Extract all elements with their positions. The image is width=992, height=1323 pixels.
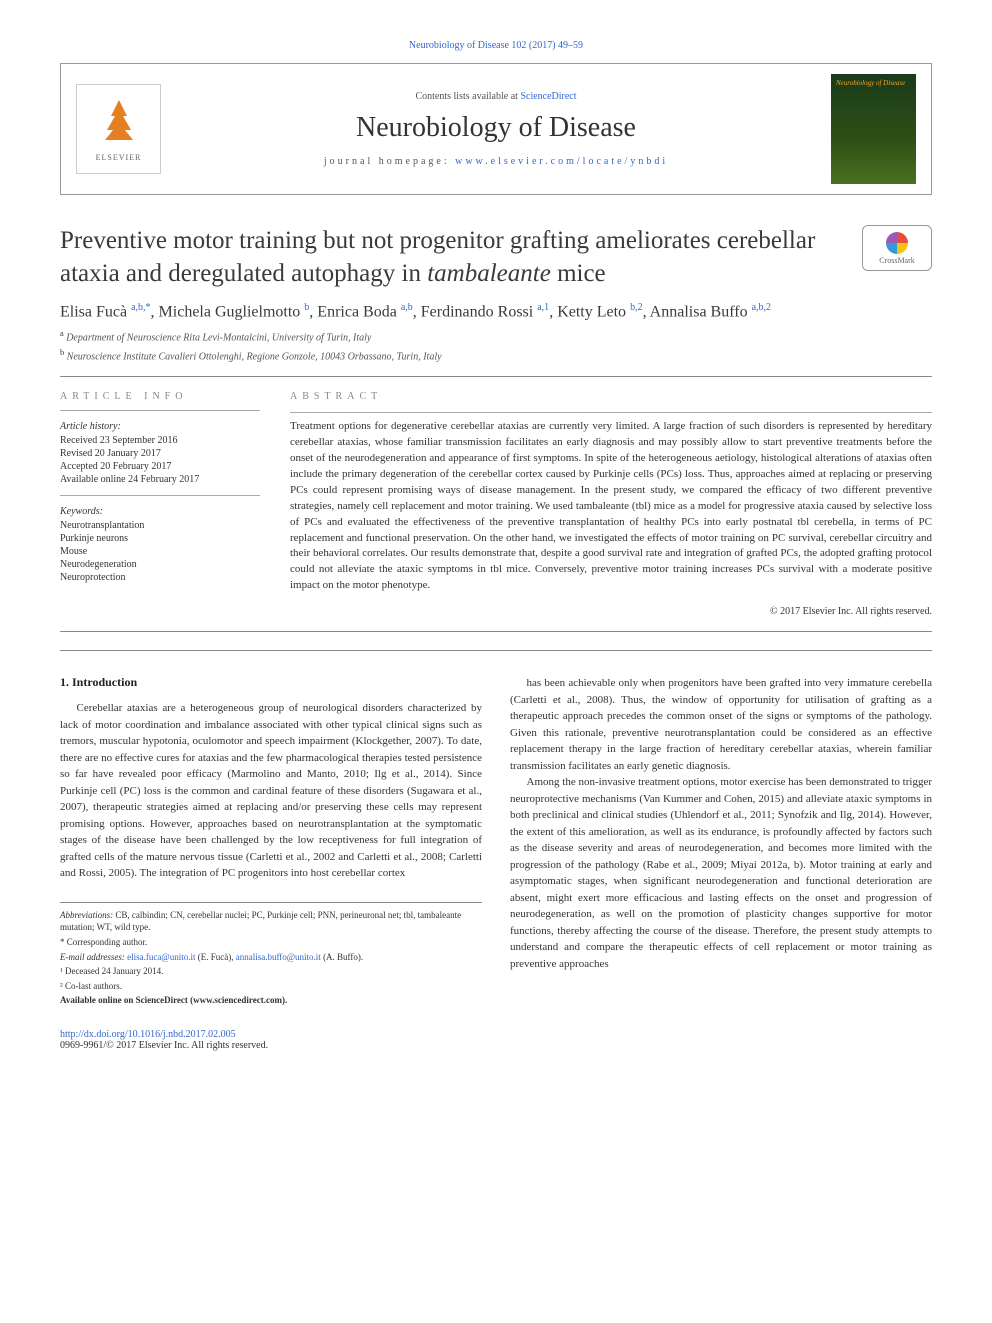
sciencedirect-link[interactable]: ScienceDirect [520, 91, 576, 102]
journal-homepage: journal homepage: www.elsevier.com/locat… [161, 156, 831, 167]
abstract-heading: abstract [290, 391, 932, 402]
info-rule-1 [60, 410, 260, 411]
introduction-heading: 1. Introduction [60, 675, 482, 690]
homepage-prefix: journal homepage: [324, 156, 455, 167]
body-paragraph: Cerebellar ataxias are a heterogeneous g… [60, 700, 482, 882]
rule-above-body [60, 650, 932, 651]
affiliation-sup: b [60, 348, 64, 357]
rule-below-abstract [60, 631, 932, 632]
sciencedirect-bold: Available online on ScienceDirect (www.s… [60, 995, 287, 1005]
history-line: Received 23 September 2016 [60, 435, 260, 446]
keyword: Mouse [60, 546, 260, 557]
body-columns: 1. Introduction Cerebellar ataxias are a… [60, 675, 932, 1009]
abstract-text: Treatment options for degenerative cereb… [290, 419, 932, 594]
authors-line: Elisa Fucà a,b,*, Michela Guglielmotto b… [60, 302, 932, 321]
info-rule-2 [60, 495, 260, 496]
affiliation: a Department of Neuroscience Rita Levi-M… [60, 329, 932, 343]
keyword: Neurodegeneration [60, 559, 260, 570]
journal-header: ELSEVIER Contents lists available at Sci… [60, 63, 932, 195]
body-paragraph: Among the non-invasive treatment options… [510, 774, 932, 972]
crossmark-badge[interactable]: CrossMark [862, 225, 932, 271]
doi-link[interactable]: http://dx.doi.org/10.1016/j.nbd.2017.02.… [60, 1029, 932, 1040]
contents-prefix: Contents lists available at [415, 91, 520, 102]
author-name: , Ferdinando Rossi [413, 303, 537, 320]
deceased-footnote: ¹ Deceased 24 January 2014. [60, 965, 482, 978]
author-name: Elisa Fucà [60, 303, 131, 320]
contents-line: Contents lists available at ScienceDirec… [161, 91, 831, 102]
rule-above-info [60, 376, 932, 377]
history-heading: Article history: [60, 421, 260, 432]
journal-name: Neurobiology of Disease [161, 112, 831, 144]
affiliation-sup: a [60, 329, 64, 338]
keyword: Neurotransplantation [60, 520, 260, 531]
title-row: Preventive motor training but not progen… [60, 225, 932, 290]
footer-block: http://dx.doi.org/10.1016/j.nbd.2017.02.… [60, 1029, 932, 1051]
footnotes-block: Abbreviations: CB, calbindin; CN, cerebe… [60, 902, 482, 1007]
author-sup: a,b [401, 302, 413, 313]
elsevier-label: ELSEVIER [96, 153, 142, 162]
email-footnote: E-mail addresses: elisa.fuca@unito.it (E… [60, 951, 482, 964]
title-em: tambaleante [427, 260, 551, 287]
author-sup: a,b,2 [752, 302, 771, 313]
article-title: Preventive motor training but not progen… [60, 225, 842, 290]
email-person-2: (A. Buffo). [321, 952, 363, 962]
abbrev-label: Abbreviations: [60, 910, 113, 920]
keyword: Purkinje neurons [60, 533, 260, 544]
body-col-right: has been achievable only when progenitor… [510, 675, 932, 1009]
tree-icon [99, 96, 139, 153]
abstract-rule [290, 412, 932, 413]
abbrev-text: CB, calbindin; CN, cerebellar nuclei; PC… [60, 910, 461, 933]
issn-copyright: 0969-9961/© 2017 Elsevier Inc. All right… [60, 1040, 932, 1051]
title-post: mice [551, 260, 606, 287]
author-name: , Annalisa Buffo [643, 303, 752, 320]
article-info-col: article info Article history: Received 2… [60, 391, 260, 617]
abbreviations-footnote: Abbreviations: CB, calbindin; CN, cerebe… [60, 909, 482, 934]
header-center: Contents lists available at ScienceDirec… [161, 91, 831, 167]
article-info-heading: article info [60, 391, 260, 402]
abstract-copyright: © 2017 Elsevier Inc. All rights reserved… [290, 606, 932, 617]
keyword: Neuroprotection [60, 572, 260, 583]
body-paragraph: has been achievable only when progenitor… [510, 675, 932, 774]
author-name: , Ketty Leto [549, 303, 630, 320]
author-sup: a,1 [537, 302, 549, 313]
info-abstract-row: article info Article history: Received 2… [60, 391, 932, 617]
crossmark-label: CrossMark [879, 256, 915, 265]
author-name: , Michela Guglielmotto [151, 303, 305, 320]
keywords-heading: Keywords: [60, 506, 260, 517]
journal-cover: Neurobiology of Disease [831, 74, 916, 184]
email-label: E-mail addresses: [60, 952, 127, 962]
elsevier-logo: ELSEVIER [76, 84, 161, 174]
abstract-col: abstract Treatment options for degenerat… [290, 391, 932, 617]
email-person-1: (E. Fucà), [195, 952, 235, 962]
body-col-left: 1. Introduction Cerebellar ataxias are a… [60, 675, 482, 1009]
corresponding-author-footnote: * Corresponding author. [60, 936, 482, 949]
author-sup: b,2 [630, 302, 643, 313]
history-line: Revised 20 January 2017 [60, 448, 260, 459]
author-sup: a,b,* [131, 302, 150, 313]
affiliation: b Neuroscience Institute Cavalieri Ottol… [60, 348, 932, 362]
cover-title: Neurobiology of Disease [836, 79, 911, 87]
crossmark-icon [886, 232, 908, 254]
email-link-1[interactable]: elisa.fuca@unito.it [127, 952, 195, 962]
history-line: Accepted 20 February 2017 [60, 461, 260, 472]
journal-reference: Neurobiology of Disease 102 (2017) 49–59 [60, 40, 932, 51]
colast-footnote: ² Co-last authors. [60, 980, 482, 993]
homepage-link[interactable]: www.elsevier.com/locate/ynbdi [455, 156, 668, 167]
author-name: , Enrica Boda [309, 303, 401, 320]
sciencedirect-footnote: Available online on ScienceDirect (www.s… [60, 994, 482, 1007]
history-line: Available online 24 February 2017 [60, 474, 260, 485]
email-link-2[interactable]: annalisa.buffo@unito.it [236, 952, 321, 962]
